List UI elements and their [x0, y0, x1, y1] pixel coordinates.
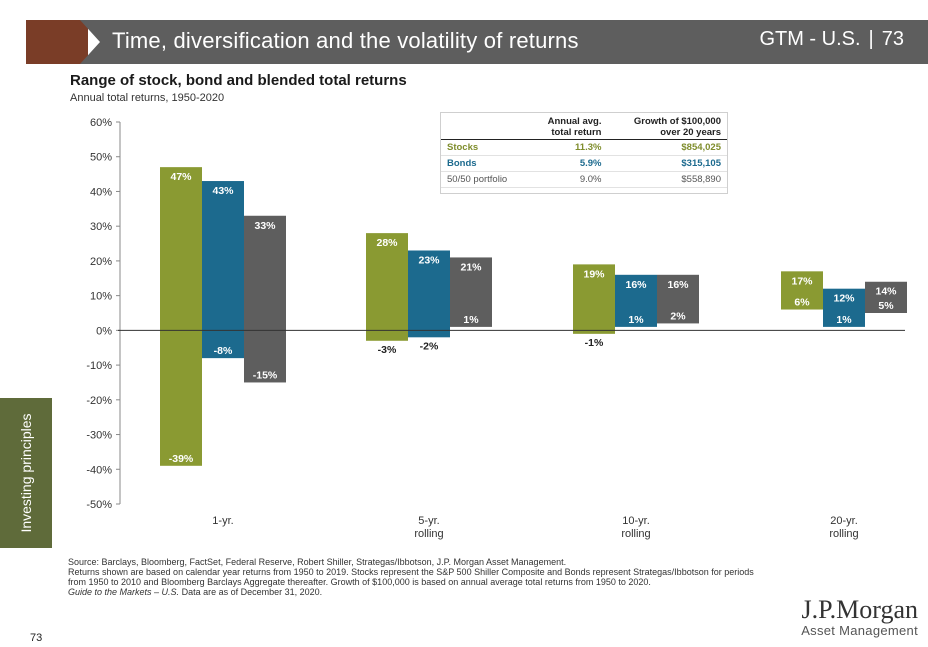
x-category-label: 5-yr. [418, 515, 439, 527]
bar-min-label: -1% [585, 337, 604, 349]
x-category-label: rolling [414, 528, 443, 540]
bar-stocks [366, 233, 408, 341]
table-cell-name: Stocks [447, 142, 479, 153]
gtm-tag: GTM - U.S. [759, 28, 861, 50]
x-category-label: 10-yr. [622, 515, 650, 527]
y-tick-label: -10% [86, 360, 112, 372]
y-tick-label: 50% [90, 152, 112, 164]
table-row: Stocks 11.3% $854,025 [441, 140, 727, 156]
header-bar [80, 20, 928, 64]
bar-min-label: -15% [253, 369, 278, 381]
y-tick-label: 30% [90, 221, 112, 233]
bar-max-label: 16% [667, 279, 689, 291]
bar-min-label: 1% [463, 314, 479, 326]
bar-max-label: 23% [418, 254, 440, 266]
header-separator: | [868, 28, 874, 50]
y-tick-label: 0% [96, 325, 112, 337]
table-row: 50/50 portfolio 9.0% $558,890 [441, 172, 727, 188]
y-tick-label: 60% [90, 117, 112, 129]
bar-50-50-portfolio [244, 215, 286, 383]
chart-subtitle: Annual total returns, 1950-2020 [70, 92, 225, 104]
logo-subtitle: Asset Management [801, 623, 918, 638]
x-category-label: rolling [829, 528, 858, 540]
source-footnote: Source: Barclays, Bloomberg, FactSet, Fe… [68, 557, 768, 597]
y-tick-label: 10% [90, 291, 112, 303]
footnote-source: Source: Barclays, Bloomberg, FactSet, Fe… [68, 557, 567, 567]
table-cell-avg: 11.3% [575, 142, 602, 153]
bar-50-50-portfolio [865, 281, 907, 313]
jpmorgan-logo: J.P.Morgan Asset Management [801, 595, 918, 639]
x-category-label: 1-yr. [212, 515, 233, 527]
bar-max-label: 47% [170, 171, 192, 183]
table-row: Bonds 5.9% $315,105 [441, 156, 727, 172]
y-tick-label: -50% [86, 499, 112, 511]
bar-min-label: -2% [420, 340, 439, 352]
bar-min-label: 1% [836, 314, 852, 326]
bar-50-50-portfolio [657, 274, 699, 324]
footnote-date-note: Data are as of December 31, 2020. [181, 587, 323, 597]
page-number: 73 [30, 632, 43, 644]
table-cell-name: Bonds [447, 158, 477, 169]
bar-min-label: 2% [670, 310, 686, 322]
slide-header: Time, diversification and the volatility… [0, 8, 928, 64]
bar-max-label: 17% [791, 275, 813, 287]
y-tick-label: -30% [86, 430, 112, 442]
bar-max-label: 19% [583, 268, 605, 280]
bar-max-label: 14% [875, 286, 897, 298]
footnote-guide: Guide to the Markets – U.S. [68, 587, 180, 597]
bar-stocks [781, 271, 823, 310]
y-tick-label: -20% [86, 395, 112, 407]
x-category-label: 20-yr. [830, 515, 858, 527]
side-tab: Investing principles [0, 398, 52, 548]
bar-min-label: 5% [878, 300, 894, 312]
bar-bonds [408, 250, 450, 338]
bar-min-label: -39% [169, 453, 194, 465]
footnote-date: Guide to the Markets – U.S. Data are as … [68, 587, 768, 597]
bar-min-label: 6% [794, 297, 810, 309]
bar-max-label: 33% [254, 220, 276, 232]
table-cell-avg: 9.0% [579, 174, 602, 185]
x-category-label: rolling [621, 528, 650, 540]
table-cell-growth: $558,890 [681, 174, 721, 185]
header-page-number: 73 [881, 28, 904, 50]
bar-stocks [160, 167, 202, 466]
table-header-growth: Growth of $100,000 over 20 years [607, 115, 727, 140]
y-tick-label: -40% [86, 464, 112, 476]
bar-min-label: -8% [214, 345, 233, 357]
bar-max-label: 43% [212, 185, 234, 197]
table-cell-avg: 5.9% [579, 158, 602, 169]
header-page-ref: GTM - U.S. | 73 [759, 28, 904, 51]
table-cell-name: 50/50 portfolio [447, 174, 508, 185]
bar-max-label: 21% [460, 261, 482, 273]
bar-min-label: -3% [378, 344, 397, 356]
bar-50-50-portfolio [450, 257, 492, 327]
table-cell-growth: $315,105 [681, 158, 721, 169]
bar-bonds [823, 288, 865, 327]
slide-title: Time, diversification and the volatility… [112, 28, 579, 53]
bar-max-label: 12% [833, 293, 855, 305]
table-cell-growth: $854,025 [681, 142, 721, 153]
table-header-blank [441, 115, 529, 140]
y-tick-label: 40% [90, 186, 112, 198]
bar-min-label: 1% [628, 314, 644, 326]
header-accent-block [26, 20, 88, 64]
returns-summary-table: Annual avg. total return Growth of $100,0… [440, 112, 728, 194]
bar-max-label: 16% [625, 279, 647, 291]
bar-max-label: 28% [376, 237, 398, 249]
y-tick-label: 20% [90, 256, 112, 268]
footnote-methodology: Returns shown are based on calendar year… [68, 567, 754, 587]
logo-wordmark: J.P.Morgan [801, 595, 918, 624]
bar-stocks [573, 264, 615, 334]
bar-bonds [202, 181, 244, 359]
bar-bonds [615, 274, 657, 327]
table-header-avg-return: Annual avg. total return [528, 115, 608, 140]
chart-title: Range of stock, bond and blended total r… [70, 72, 407, 89]
